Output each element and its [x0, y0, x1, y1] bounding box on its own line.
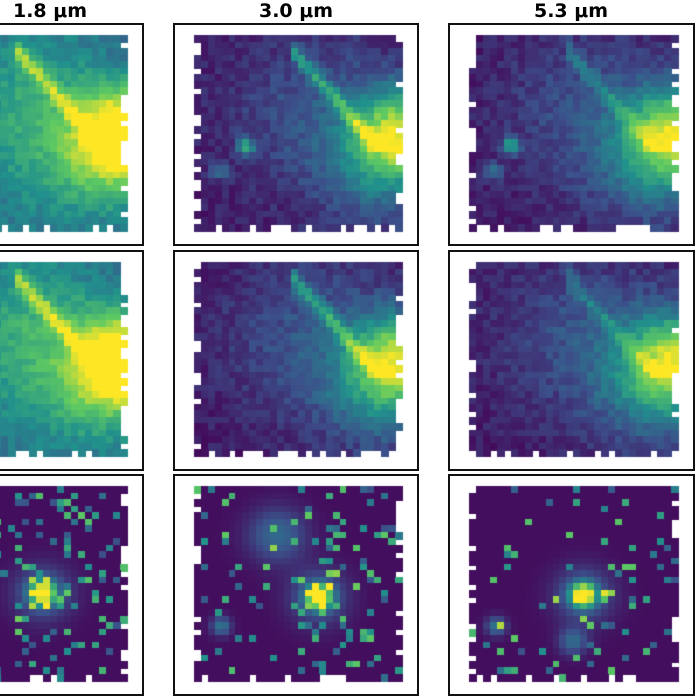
- heatmap: [450, 476, 693, 694]
- panel-r2-c2: [173, 250, 419, 471]
- heatmap: [0, 252, 142, 469]
- heatmap: [175, 476, 417, 694]
- heatmap: [0, 25, 142, 244]
- panel-r1-c2: [173, 23, 419, 246]
- panel-r3-c1: [0, 474, 144, 696]
- heatmap: [450, 25, 693, 244]
- panel-r2-c1: [0, 250, 144, 471]
- panel-r1-c3: [448, 23, 695, 246]
- column-title-3: 5.3 μm: [533, 0, 609, 22]
- heatmap: [450, 252, 693, 469]
- panel-r3-c3: [448, 474, 695, 696]
- heatmap: [175, 252, 417, 469]
- column-title-1: 1.8 μm: [12, 0, 88, 22]
- panel-r2-c3: [448, 250, 695, 471]
- column-title-2: 3.0 μm: [258, 0, 334, 22]
- heatmap: [0, 476, 142, 694]
- heatmap: [175, 25, 417, 244]
- panel-r1-c1: [0, 23, 144, 246]
- panel-r3-c2: [173, 474, 419, 696]
